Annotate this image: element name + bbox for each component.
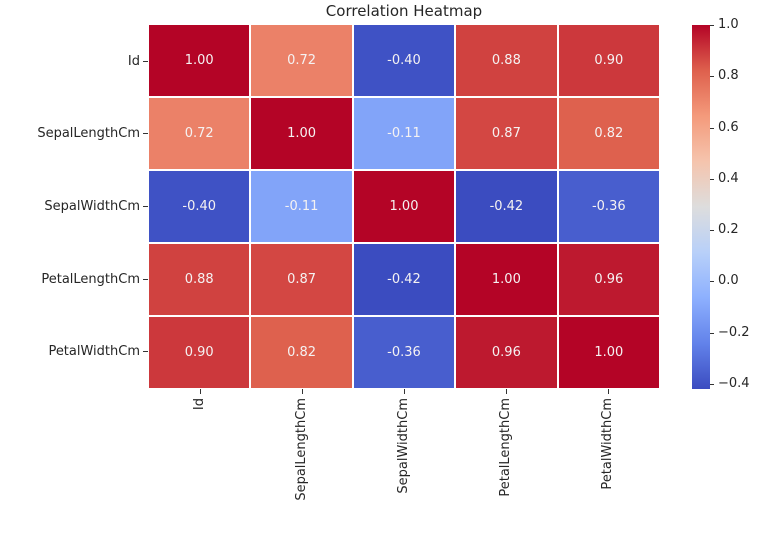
y-tick-label-SepalLengthCm: SepalLengthCm [37,126,140,142]
y-tick-mark [143,205,148,207]
cell-value: 0.88 [491,53,521,68]
heatmap-cell-Id-PetalWidthCm: 0.90 [558,25,659,96]
colorbar: 1.0 0.8 0.6 0.4 0.2 0.0 −0.2 −0.4 [692,17,768,391]
heatmap-cell-PetalLengthCm-Id: 0.88 [149,244,250,315]
colorbar-tick-label-0.6: 0.6 [718,120,739,135]
cell-value: 0.82 [594,126,624,141]
heatmap-cell-SepalLengthCm-PetalLengthCm: 0.87 [456,98,557,169]
cell-value: 1.00 [594,345,624,360]
cell-value: 1.00 [491,272,521,287]
x-tick-label-SepalWidthCm: SepalWidthCm [396,398,411,494]
colorbar-tick-mark [710,384,714,385]
cell-value: -0.40 [387,53,421,68]
cell-value: 1.00 [184,53,214,68]
heatmap-cell-SepalWidthCm-Id: -0.40 [149,171,250,242]
cell-value: 1.00 [389,199,419,214]
cell-value: 0.90 [184,345,214,360]
x-tick-mark [301,389,303,394]
colorbar-tick-mark [710,333,714,334]
x-axis: Id SepalLengthCm SepalWidthCm PetalLengthCm… [149,398,659,533]
heatmap-cell-SepalLengthCm-PetalWidthCm: 0.82 [558,98,659,169]
cell-value: -0.40 [182,199,217,214]
y-tick-mark [143,133,148,135]
colorbar-tick-mark [710,76,714,77]
heatmap-cell-Id-PetalLengthCm: 0.88 [456,25,557,96]
heatmap-grid: 1.00 0.72 -0.40 0.88 0.90 0.72 1.00 -0.11 0.87 0.… [149,25,659,388]
cell-value: -0.36 [591,199,626,214]
heatmap-cell-PetalLengthCm-SepalLengthCm: 0.87 [251,244,352,315]
colorbar-tick-label-0.8: 0.8 [718,68,739,83]
y-tick-mark [143,60,148,62]
cell-value: 1.00 [287,126,317,141]
heatmap-cell-Id-Id: 1.00 [149,25,250,96]
heatmap-cell-SepalLengthCm-SepalWidthCm: -0.11 [353,98,455,169]
heatmap-cell-PetalLengthCm-PetalWidthCm: 0.96 [558,244,659,315]
heatmap-cell-PetalWidthCm-SepalWidthCm: -0.36 [353,317,455,388]
x-tick-mark [607,389,609,394]
x-tick-label-PetalLengthCm: PetalLengthCm [498,398,513,497]
y-axis: Id SepalLengthCm SepalWidthCm PetalLengthCm… [0,25,140,388]
cell-value: 0.88 [184,272,214,287]
heatmap-cell-SepalLengthCm-Id: 0.72 [149,98,250,169]
colorbar-tick-label-−0.4: −0.4 [718,376,750,391]
cell-value: 0.96 [594,272,624,287]
colorbar-tick-mark [710,25,714,26]
heatmap-cell-PetalWidthCm-PetalLengthCm: 0.96 [456,317,557,388]
heatmap-cell-PetalWidthCm-PetalWidthCm: 1.00 [558,317,659,388]
x-tick-mark [403,389,405,394]
colorbar-tick-mark [710,128,714,129]
cell-value: 0.82 [287,345,317,360]
x-tick-label-SepalLengthCm: SepalLengthCm [294,398,309,501]
heatmap-cell-SepalWidthCm-SepalLengthCm: -0.11 [251,171,352,242]
cell-value: 0.72 [287,53,317,68]
colorbar-tick-label-−0.2: −0.2 [718,325,750,340]
y-tick-label-PetalWidthCm: PetalWidthCm [48,344,140,360]
cell-value: 0.90 [594,53,624,68]
cell-value: 0.72 [184,126,214,141]
heatmap-cell-SepalWidthCm-PetalWidthCm: -0.36 [558,171,659,242]
x-tick-mark [199,389,201,394]
cell-value: 0.96 [491,345,521,360]
x-axis-ticks [149,389,659,394]
colorbar-tick-mark [710,230,714,231]
cell-value: -0.42 [387,272,421,287]
cell-value: -0.36 [387,345,421,360]
colorbar-tick-label-0.2: 0.2 [718,222,739,237]
heatmap-cell-PetalLengthCm-PetalLengthCm: 1.00 [456,244,557,315]
heatmap-cell-SepalWidthCm-PetalLengthCm: -0.42 [456,171,557,242]
heatmap-cell-PetalWidthCm-SepalLengthCm: 0.82 [251,317,352,388]
heatmap-cell-SepalWidthCm-SepalWidthCm: 1.00 [353,171,455,242]
x-tick-label-Id: Id [192,398,207,411]
y-tick-mark [143,278,148,280]
heatmap-cell-PetalWidthCm-Id: 0.90 [149,317,250,388]
cell-value: -0.11 [387,126,421,141]
y-tick-label-SepalWidthCm: SepalWidthCm [44,198,140,214]
heatmap-cell-Id-SepalLengthCm: 0.72 [251,25,352,96]
colorbar-tick-label-0.0: 0.0 [718,273,739,288]
colorbar-tick-label-0.4: 0.4 [718,171,739,186]
cell-value: -0.11 [284,199,319,214]
cell-value: 0.87 [491,126,521,141]
colorbar-gradient [692,25,710,389]
y-axis-ticks [143,25,148,388]
colorbar-tick-label-1.0: 1.0 [718,17,739,32]
heatmap-cell-PetalLengthCm-SepalWidthCm: -0.42 [353,244,455,315]
y-tick-label-Id: Id [127,53,140,69]
heatmap-cell-Id-SepalWidthCm: -0.40 [353,25,455,96]
x-tick-mark [505,389,507,394]
chart-title: Correlation Heatmap [325,2,483,20]
cell-value: -0.42 [489,199,524,214]
y-tick-mark [143,351,148,353]
heatmap-cell-SepalLengthCm-SepalLengthCm: 1.00 [251,98,352,169]
cell-value: 0.87 [287,272,317,287]
x-tick-label-PetalWidthCm: PetalWidthCm [600,398,615,490]
y-tick-label-PetalLengthCm: PetalLengthCm [41,271,140,287]
colorbar-tick-mark [710,179,714,180]
colorbar-tick-mark [710,281,714,282]
